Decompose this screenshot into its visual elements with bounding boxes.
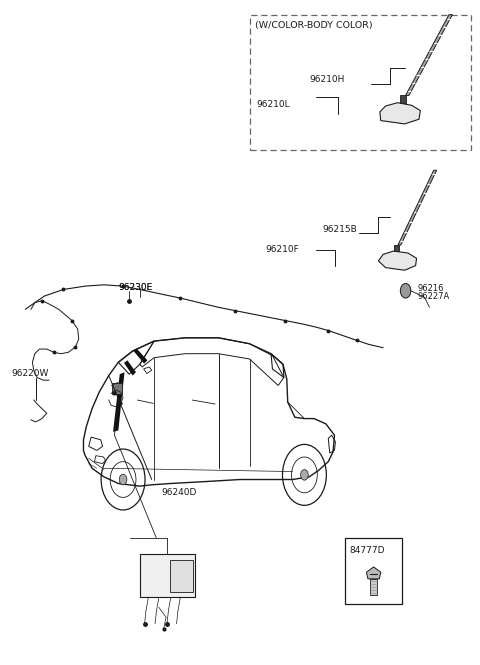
Polygon shape [400, 95, 406, 102]
Polygon shape [394, 245, 399, 251]
Text: 84777D: 84777D [350, 546, 385, 555]
Polygon shape [124, 360, 136, 376]
Text: 96227A: 96227A [418, 292, 450, 301]
Circle shape [300, 469, 308, 480]
Bar [345, 538, 402, 604]
Text: 96220W: 96220W [11, 369, 48, 378]
Text: 96216: 96216 [418, 284, 444, 293]
Polygon shape [113, 372, 124, 432]
Text: 96240D: 96240D [161, 488, 197, 497]
Circle shape [119, 474, 127, 485]
Text: 96210L: 96210L [257, 100, 290, 108]
Text: 96210H: 96210H [309, 75, 345, 84]
Polygon shape [380, 102, 420, 124]
Polygon shape [378, 251, 417, 270]
Bar [370, 579, 377, 595]
Polygon shape [398, 170, 437, 245]
Polygon shape [366, 567, 381, 579]
Text: 96230E: 96230E [118, 283, 153, 292]
Bar [140, 555, 195, 597]
Text: 96230E: 96230E [118, 283, 153, 292]
Text: 96210F: 96210F [265, 245, 299, 254]
Polygon shape [406, 15, 452, 95]
Text: (W/COLOR-BODY COLOR): (W/COLOR-BODY COLOR) [255, 21, 373, 30]
Text: 96215B: 96215B [322, 225, 357, 234]
Bar [112, 384, 121, 394]
Bar [170, 560, 193, 592]
Circle shape [400, 283, 411, 298]
Polygon shape [133, 348, 147, 364]
